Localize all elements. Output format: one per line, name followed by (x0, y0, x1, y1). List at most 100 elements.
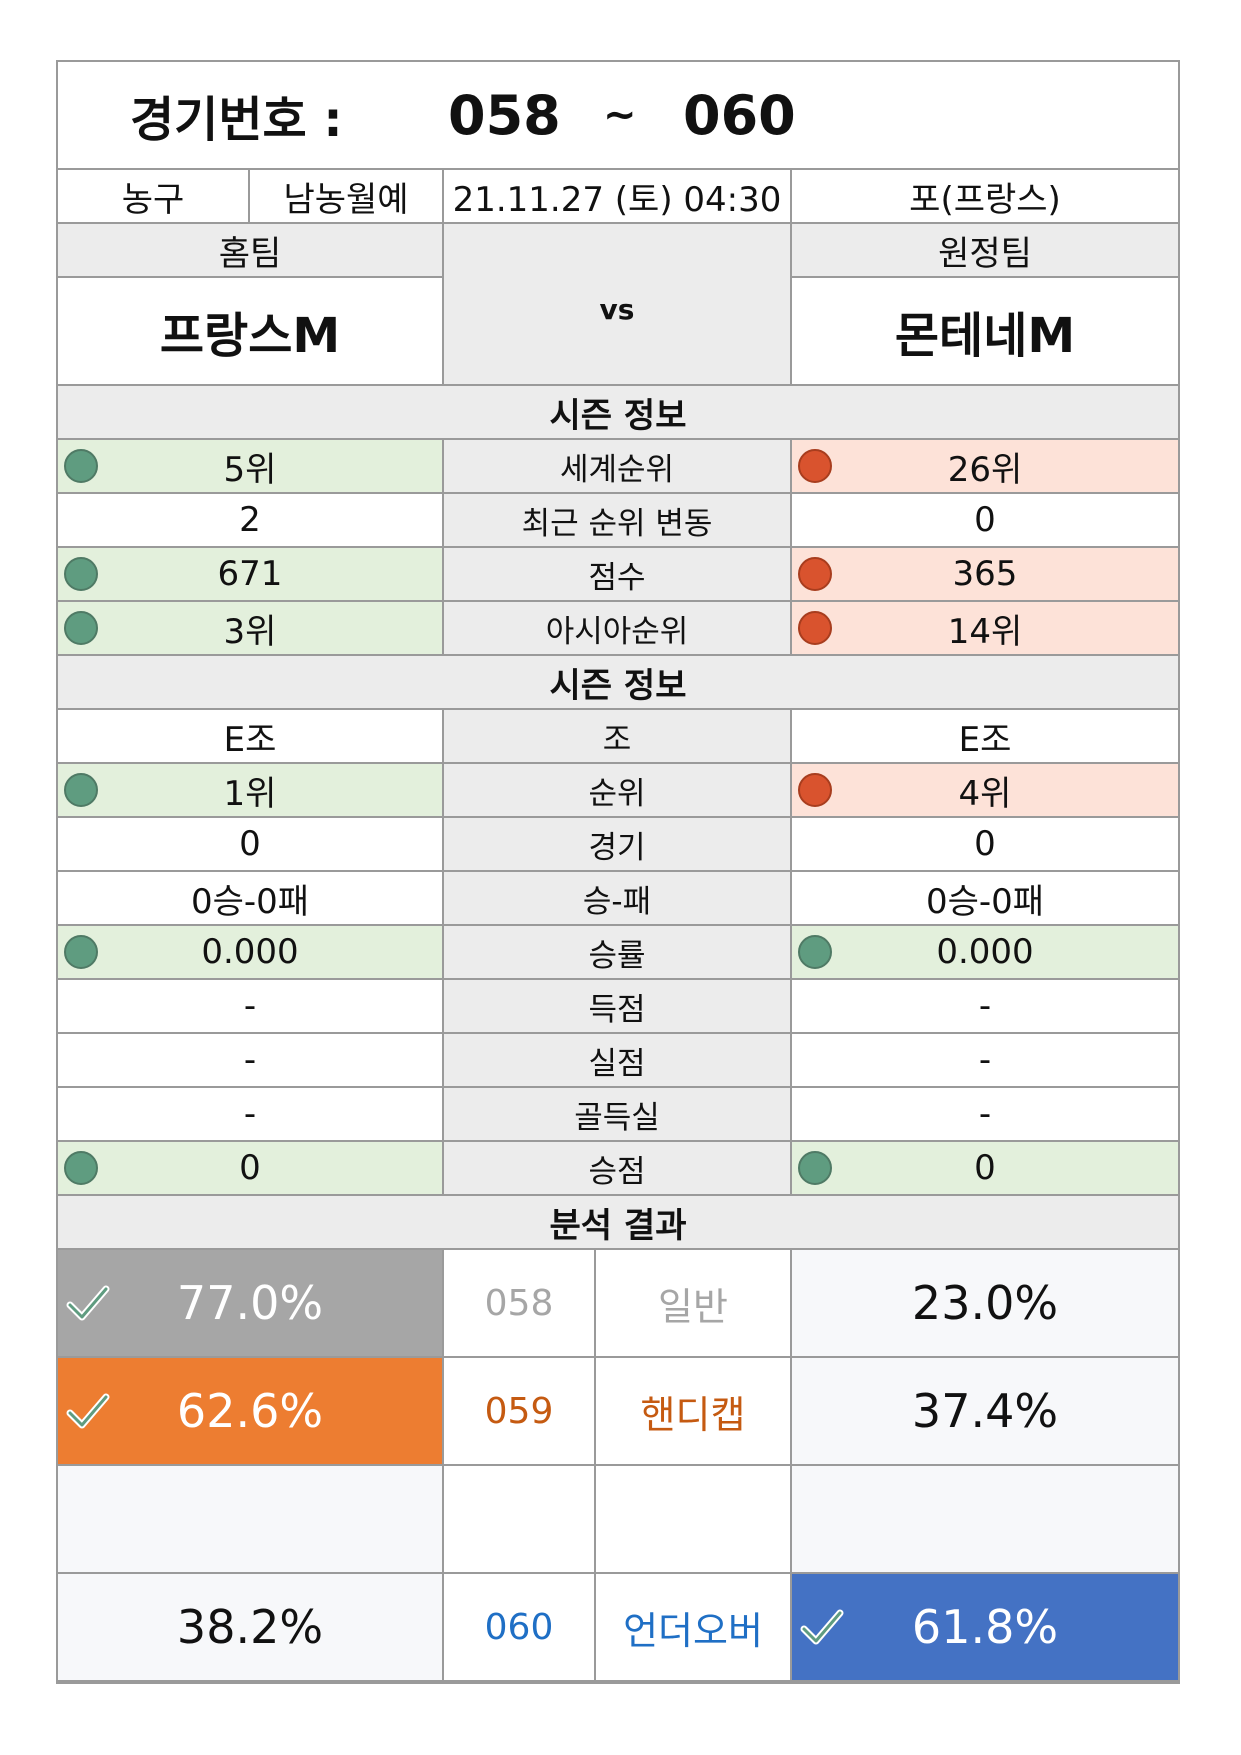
stat-row: - 득점 - (58, 980, 1178, 1034)
stat-row: 0 경기 0 (58, 818, 1178, 872)
stat-row: 2 최근 순위 변동 0 (58, 494, 1178, 548)
stat-row: - 골득실 - (58, 1088, 1178, 1142)
stat-label-cell: 실점 (444, 1034, 792, 1088)
check-icon (64, 1387, 112, 1435)
section-season-label: 시즌 정보 (549, 395, 687, 436)
stat-row: 5위 세계순위 26위 (58, 440, 1178, 494)
away-pct-text: 37.4% (911, 1384, 1059, 1438)
home-stat-cell: 0승-0패 (58, 872, 444, 926)
stat-row: 0.000 승률 0.000 (58, 926, 1178, 980)
home-stat-cell: 0 (58, 818, 444, 872)
green-indicator-icon (798, 1151, 832, 1185)
away-stat-value: 0승-0패 (925, 881, 1045, 922)
home-stat-cell: 0.000 (58, 926, 444, 980)
away-stat-cell: 4위 (792, 764, 1178, 818)
league-cell: 남농월예 (250, 170, 444, 224)
home-stat-value: 671 (217, 554, 283, 594)
bet-type-text: 핸디캡 (640, 1392, 746, 1437)
analysis-row (58, 1466, 1178, 1574)
home-stat-value: 0 (239, 824, 261, 864)
home-team-label: 홈팀 (218, 233, 282, 274)
bet-type-cell: 핸디캡 (596, 1358, 792, 1466)
stat-label: 순위 (588, 775, 646, 812)
away-stat-value: E조 (958, 719, 1012, 760)
green-indicator-icon (64, 935, 98, 969)
away-stat-cell: 0승-0패 (792, 872, 1178, 926)
away-stat-cell: 0.000 (792, 926, 1178, 980)
stat-row: 0승-0패 승-패 0승-0패 (58, 872, 1178, 926)
away-stat-cell: - (792, 1088, 1178, 1142)
stat-row: E조 조 E조 (58, 710, 1178, 764)
home-stat-cell: 2 (58, 494, 444, 548)
header-tilde: ~ (603, 92, 637, 138)
league-label: 남농월예 (283, 179, 409, 220)
away-stat-value: 4위 (958, 773, 1012, 814)
home-pct-text: 77.0% (176, 1276, 324, 1330)
bet-type-cell: 일반 (596, 1250, 792, 1358)
away-stat-cell: 365 (792, 548, 1178, 602)
header-cell: 경기번호 : 058 ~ 060 (58, 62, 1178, 170)
home-team-label-cell: 홈팀 (58, 224, 444, 278)
away-team-label-cell: 원정팀 (792, 224, 1178, 278)
home-stat-value: - (243, 1040, 257, 1080)
sport-label: 농구 (121, 179, 185, 220)
home-stat-cell: - (58, 980, 444, 1034)
home-stat-value: 0승-0패 (190, 881, 310, 922)
section-group-header: 시즌 정보 (58, 656, 1178, 710)
away-pct-text: 61.8% (911, 1600, 1059, 1654)
home-stat-cell: 671 (58, 548, 444, 602)
home-pct-text: 62.6% (176, 1384, 324, 1438)
home-stat-value: 3위 (223, 611, 277, 652)
away-stat-value: - (978, 986, 992, 1026)
stat-row: 1위 순위 4위 (58, 764, 1178, 818)
green-indicator-icon (64, 1151, 98, 1185)
stat-label-cell: 승점 (444, 1142, 792, 1196)
home-team-cell: 프랑스M (58, 278, 444, 386)
stat-label-cell: 점수 (444, 548, 792, 602)
away-team-name: 몬테네M (894, 308, 1076, 364)
header-to: 060 (683, 83, 796, 147)
analysis-row: 38.2% 060 언더오버 61.8% (58, 1574, 1178, 1682)
stat-row: 0 승점 0 (58, 1142, 1178, 1196)
stat-label-cell: 조 (444, 710, 792, 764)
stat-label: 골득실 (574, 1099, 660, 1136)
green-indicator-icon (64, 773, 98, 807)
red-indicator-icon (798, 449, 832, 483)
game-number-text: 058 (484, 1282, 554, 1324)
away-stat-cell: 0 (792, 818, 1178, 872)
stat-label-cell: 골득실 (444, 1088, 792, 1142)
home-stat-value: E조 (223, 719, 277, 760)
home-stat-value: 0 (239, 1148, 261, 1188)
away-stat-value: - (978, 1040, 992, 1080)
away-stat-cell: 26위 (792, 440, 1178, 494)
away-stat-value: 0 (974, 500, 996, 540)
stat-label: 승-패 (582, 883, 652, 920)
stat-label-cell: 아시아순위 (444, 602, 792, 656)
game-number-text: 059 (484, 1390, 554, 1432)
sport-cell: 농구 (58, 170, 250, 224)
green-indicator-icon (64, 611, 98, 645)
away-stat-cell: - (792, 1034, 1178, 1088)
venue-label: 포(프랑스) (909, 179, 1061, 220)
vs-label: vs (599, 292, 635, 326)
stat-label-cell: 승-패 (444, 872, 792, 926)
stat-label: 실점 (588, 1045, 646, 1082)
home-team-name: 프랑스M (159, 308, 341, 364)
section-group-row: 시즌 정보 (58, 656, 1178, 710)
home-stat-cell: - (58, 1034, 444, 1088)
green-indicator-icon (64, 557, 98, 591)
venue-cell: 포(프랑스) (792, 170, 1178, 224)
header-from: 058 (448, 83, 561, 147)
match-sheet: 경기번호 : 058 ~ 060 농구 남농월예 21.11.27 (토) 04… (56, 60, 1180, 1684)
away-pct-cell: 37.4% (792, 1358, 1178, 1466)
section-group-label: 시즌 정보 (549, 665, 687, 706)
datetime-label: 21.11.27 (토) 04:30 (452, 179, 782, 220)
stat-row: 3위 아시아순위 14위 (58, 602, 1178, 656)
stat-label-cell: 승률 (444, 926, 792, 980)
away-stat-cell: 0 (792, 1142, 1178, 1196)
home-stat-cell: - (58, 1088, 444, 1142)
stat-label-cell: 경기 (444, 818, 792, 872)
home-pct-cell: 62.6% (58, 1358, 444, 1466)
bet-type-text: 일반 (658, 1284, 728, 1329)
red-indicator-icon (798, 773, 832, 807)
